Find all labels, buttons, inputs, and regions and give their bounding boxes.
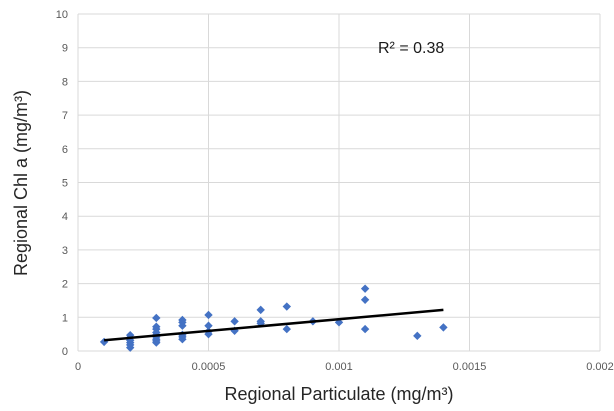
y-tick-label: 3	[62, 245, 68, 257]
data-point	[360, 295, 370, 304]
data-point	[413, 331, 422, 341]
x-tick-label: 0.002	[586, 361, 614, 373]
x-tick-label: 0.001	[325, 361, 353, 373]
y-tick-labels: 0 1 2 3 4 5 6 7 8 9 10	[56, 9, 68, 358]
data-point	[178, 315, 187, 325]
data-point	[360, 284, 370, 293]
data-point	[256, 317, 265, 326]
x-tick-label: 0	[75, 361, 81, 373]
trendline	[103, 308, 444, 342]
y-tick-label: 7	[62, 110, 68, 122]
gridlines	[77, 13, 601, 352]
y-tick-label: 10	[56, 9, 68, 21]
data-point	[360, 324, 370, 334]
trendline-group	[103, 308, 444, 342]
x-tick-label: 0.0005	[192, 361, 226, 373]
data-point	[204, 310, 213, 320]
data-point	[282, 324, 291, 334]
r-squared-annotation: R² = 0.38	[378, 40, 444, 57]
y-tick-label: 2	[62, 279, 68, 291]
data-point	[439, 323, 448, 332]
data-point	[152, 313, 161, 323]
data-point	[152, 322, 161, 331]
data-point	[99, 337, 109, 347]
x-axis-title: Regional Particulate (mg/m³)	[224, 384, 453, 404]
data-point	[256, 305, 265, 315]
data-point	[230, 317, 239, 326]
data-point	[204, 321, 213, 330]
data-points	[99, 284, 448, 352]
y-tick-label: 5	[62, 178, 68, 190]
y-tick-label: 6	[62, 144, 68, 156]
y-tick-label: 8	[62, 76, 68, 88]
y-tick-label: 9	[62, 43, 68, 55]
y-axis-title: Regional Chl a (mg/m³)	[11, 90, 31, 276]
x-tick-label: 0.0015	[453, 361, 487, 373]
y-tick-label: 4	[62, 211, 68, 223]
data-point	[282, 302, 291, 311]
x-tick-labels: 0 0.0005 0.001 0.0015 0.002	[75, 361, 614, 373]
y-tick-label: 0	[62, 346, 68, 358]
y-tick-label: 1	[62, 312, 68, 324]
